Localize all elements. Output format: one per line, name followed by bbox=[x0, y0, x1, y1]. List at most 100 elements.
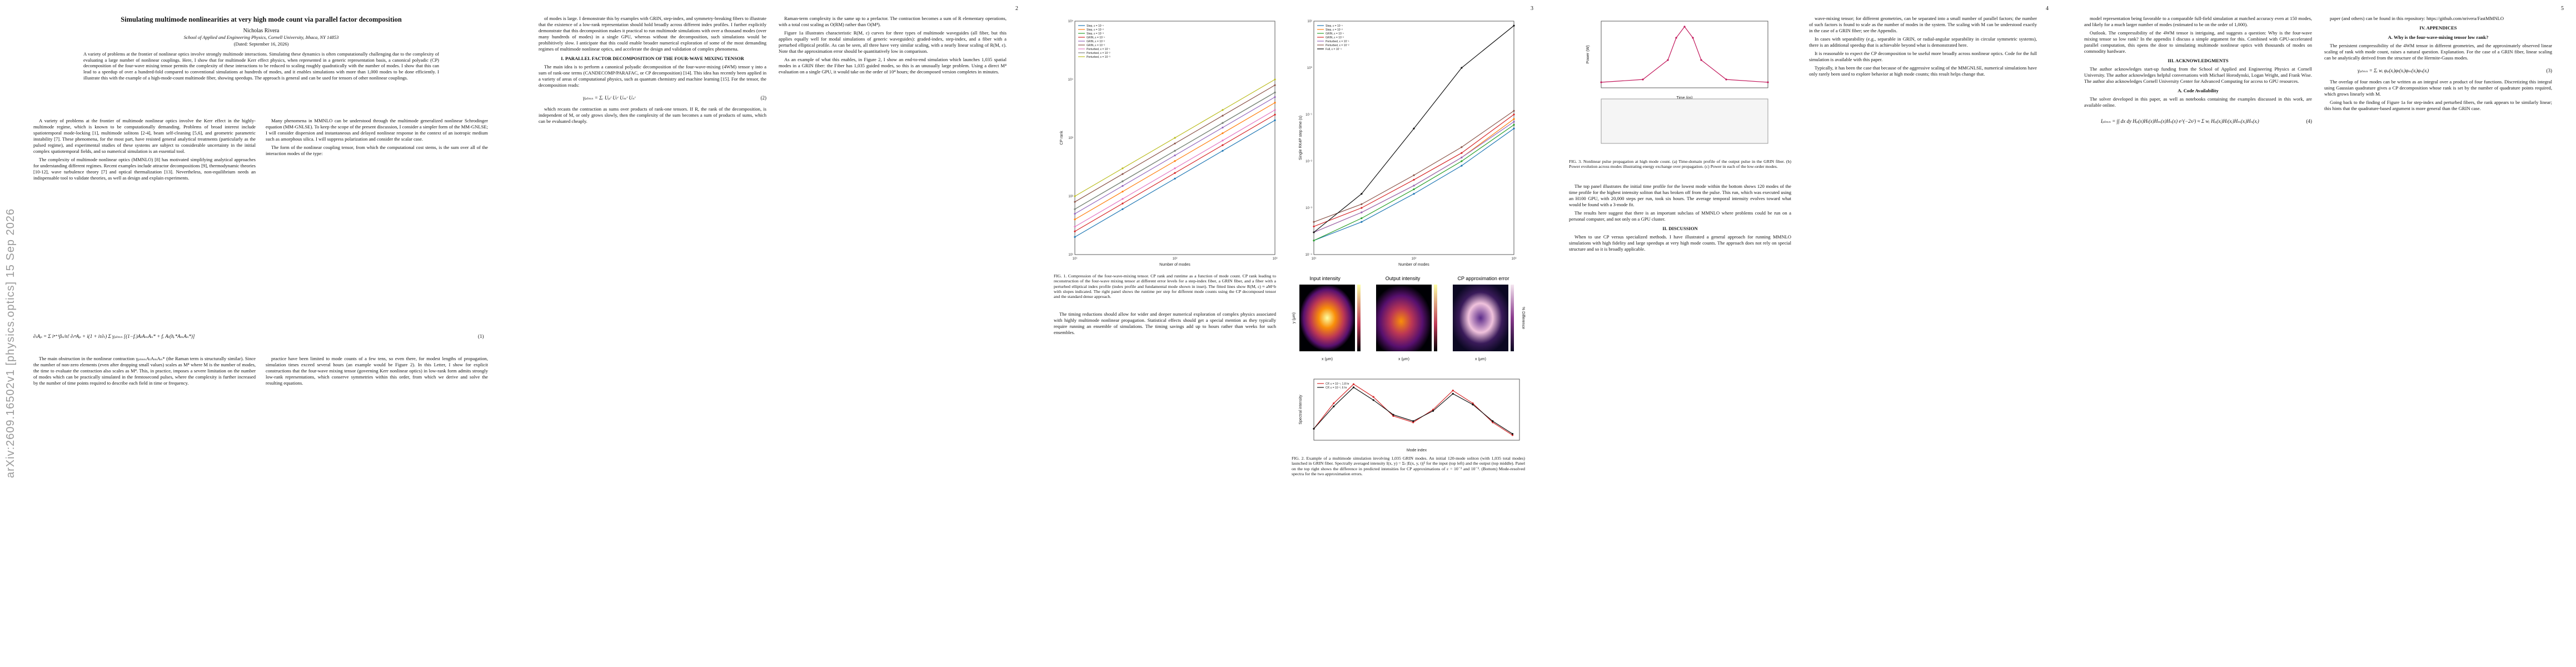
paragraph: Outlook. The compressibility of the 4WM … bbox=[2084, 30, 2312, 54]
data-point bbox=[1767, 81, 1769, 83]
page-number: 4 bbox=[2046, 6, 2049, 12]
data-point bbox=[1413, 188, 1415, 191]
x-tick-label: 10² bbox=[1173, 257, 1178, 261]
paragraph: The author acknowledges start-up funding… bbox=[2084, 66, 2312, 84]
data-point bbox=[1122, 202, 1124, 205]
section-heading: I. PARALLEL FACTOR DECOMPOSITION OF THE … bbox=[561, 56, 744, 61]
data-point bbox=[1432, 409, 1434, 411]
paragraph: of modes is large. I demonstrate this by… bbox=[539, 16, 766, 52]
data-point bbox=[1413, 178, 1415, 181]
section-heading: IV. APPENDICES bbox=[2419, 25, 2457, 31]
page-4: 4 Time (ps) Power (W) FIG. 3. Nonlinear p… bbox=[1546, 0, 2061, 667]
figure-3-chart: Time (ps) Power (W) bbox=[1568, 16, 1790, 155]
data-point bbox=[1667, 59, 1669, 61]
paper-author: Nicholas Rivera bbox=[243, 28, 280, 34]
x-tick-label: 10³ bbox=[1512, 257, 1517, 261]
page-2: 2 of modes is large. I demonstrate this … bbox=[515, 0, 1030, 667]
data-point bbox=[1472, 404, 1474, 406]
y-tick-label: 10⁰ bbox=[1307, 66, 1313, 70]
data-point bbox=[1074, 218, 1076, 221]
paragraph: The overlap of four modes can be written… bbox=[2324, 79, 2552, 97]
data-point bbox=[1700, 59, 1702, 61]
data-point bbox=[1333, 402, 1335, 405]
legend-label: GRIN, ε = 10⁻² bbox=[1326, 36, 1344, 39]
data-point bbox=[1174, 150, 1176, 152]
data-point bbox=[1372, 396, 1374, 398]
data-point bbox=[1513, 24, 1515, 27]
data-point bbox=[1222, 126, 1224, 129]
x-tick-label: 10³ bbox=[1273, 257, 1278, 261]
figure-1-left-chart: 10¹ 10² 10³ 10¹ 10² 10³ 10⁴ 10⁵ Number of modes C… bbox=[1053, 16, 1286, 271]
data-point bbox=[1122, 208, 1124, 210]
paragraph: Many phenomena in MMNLO can be understoo… bbox=[266, 118, 488, 142]
paragraph: Raman-term complexity is the same up to … bbox=[779, 16, 1007, 27]
data-point bbox=[1461, 156, 1463, 158]
column-left: The timing reductions should allow for w… bbox=[1054, 311, 1276, 338]
equation-3-number: (3) bbox=[2546, 68, 2553, 73]
subsection-heading: A. Why is the four-wave-mixing tensor lo… bbox=[2388, 34, 2489, 40]
legend-label: GRIN, ε = 10⁻² bbox=[1087, 40, 1105, 43]
y-axis-label: Power (W) bbox=[1586, 45, 1590, 63]
data-point bbox=[1352, 386, 1355, 389]
data-point bbox=[1692, 37, 1694, 39]
data-point bbox=[1513, 118, 1515, 120]
plot-frame bbox=[1313, 21, 1514, 255]
data-point bbox=[1361, 193, 1363, 195]
page-number: 5 bbox=[2561, 6, 2564, 12]
figure-2-caption: FIG. 2. Example of a multimode simulatio… bbox=[1292, 456, 1525, 477]
data-point bbox=[1174, 155, 1176, 157]
data-point bbox=[1174, 177, 1176, 180]
data-point bbox=[1361, 207, 1363, 209]
paragraph: which recasts the contraction as sums ov… bbox=[539, 106, 766, 124]
plot-frame bbox=[1074, 21, 1275, 255]
paragraph: practice have been limited to mode count… bbox=[266, 356, 488, 386]
x-axis-label: x (μm) bbox=[1322, 357, 1333, 361]
data-point bbox=[1413, 185, 1415, 187]
paragraph: The top panel illustrates the initial ti… bbox=[1569, 183, 1791, 207]
y-axis-label: Spectral intensity bbox=[1299, 395, 1303, 425]
data-point bbox=[1122, 185, 1124, 187]
equation-1-number: (1) bbox=[478, 334, 484, 339]
column-left: model representation being favorable to … bbox=[2084, 16, 2312, 133]
data-point bbox=[1174, 160, 1176, 162]
data-point bbox=[1361, 211, 1363, 213]
data-point bbox=[1222, 122, 1224, 124]
legend-label: GRIN, ε = 10⁻¹ bbox=[1087, 36, 1105, 39]
data-point bbox=[1074, 208, 1076, 210]
data-point bbox=[1174, 137, 1176, 139]
legend-label: CP, ε = 10⁻¹, 1.8 hr bbox=[1326, 382, 1349, 386]
arxiv-stamp: arXiv:2609.16502v1 [physics.optics] 15 S… bbox=[4, 208, 17, 478]
paragraph: Going back to the finding of Figure 1a f… bbox=[2324, 99, 2552, 111]
legend-label: Perturbed, ε = 10⁻³ bbox=[1087, 56, 1110, 59]
x-axis-label: Number of modes bbox=[1398, 263, 1429, 267]
data-point bbox=[1461, 146, 1463, 148]
colorbar bbox=[1434, 285, 1437, 351]
data-point bbox=[1600, 81, 1602, 83]
data-point bbox=[1675, 37, 1677, 39]
mode-power-panel bbox=[1601, 98, 1768, 144]
data-point bbox=[1313, 427, 1315, 430]
data-point bbox=[1361, 221, 1363, 223]
colorbar bbox=[1511, 285, 1514, 351]
data-point bbox=[1412, 420, 1414, 422]
x-axis-label: Time (ps) bbox=[1676, 96, 1692, 100]
data-point bbox=[1432, 410, 1434, 412]
column-right: wave-mixing tensor; for different geomet… bbox=[1809, 16, 2037, 79]
data-point bbox=[1333, 405, 1335, 407]
data-point bbox=[1352, 383, 1355, 385]
y-tick-label: 10¹ bbox=[1068, 253, 1073, 257]
data-point bbox=[1174, 172, 1176, 174]
data-point bbox=[1513, 109, 1515, 112]
subsection-heading: A. Code Availability bbox=[2178, 88, 2219, 93]
data-point bbox=[1122, 191, 1124, 193]
paragraph: As an example of what this enables, in F… bbox=[779, 57, 1007, 74]
data-point bbox=[1274, 96, 1276, 98]
data-point bbox=[1174, 167, 1176, 170]
legend-label: Step, ε = 10⁻³ bbox=[1087, 32, 1104, 36]
data-point bbox=[1412, 421, 1414, 424]
y-axis-label: Single RK4P step time (s) bbox=[1299, 116, 1303, 160]
data-point bbox=[1461, 67, 1463, 69]
colorbar-label: % Difference bbox=[1521, 307, 1525, 329]
series-line bbox=[1313, 384, 1513, 436]
